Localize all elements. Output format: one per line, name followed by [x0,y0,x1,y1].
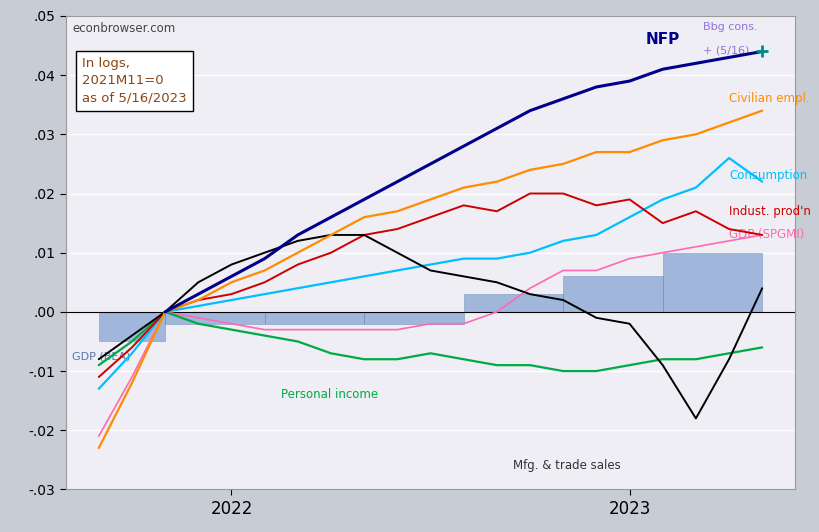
Text: In logs,
2021M11=0
as of 5/16/2023: In logs, 2021M11=0 as of 5/16/2023 [82,57,187,104]
Text: Consumption: Consumption [728,169,807,182]
Bar [364,312,463,323]
Bar [98,312,165,342]
Bar [662,253,762,312]
Text: Bbg cons.: Bbg cons. [702,22,756,32]
Text: Indust. prod'n: Indust. prod'n [728,205,810,218]
Text: econbrowser.com: econbrowser.com [72,22,175,35]
Text: GDP (BEA): GDP (BEA) [72,351,130,361]
Text: NFP: NFP [645,32,680,47]
Text: GDP (SPGMI): GDP (SPGMI) [728,228,803,242]
Text: + (5/16): + (5/16) [702,46,748,55]
Text: Civilian empl.: Civilian empl. [728,93,808,105]
Bar [165,312,265,323]
Bar [563,277,662,312]
Bar [265,312,364,323]
Text: Personal income: Personal income [281,388,378,401]
Bar [463,294,563,312]
Text: Mfg. & trade sales: Mfg. & trade sales [513,459,621,472]
